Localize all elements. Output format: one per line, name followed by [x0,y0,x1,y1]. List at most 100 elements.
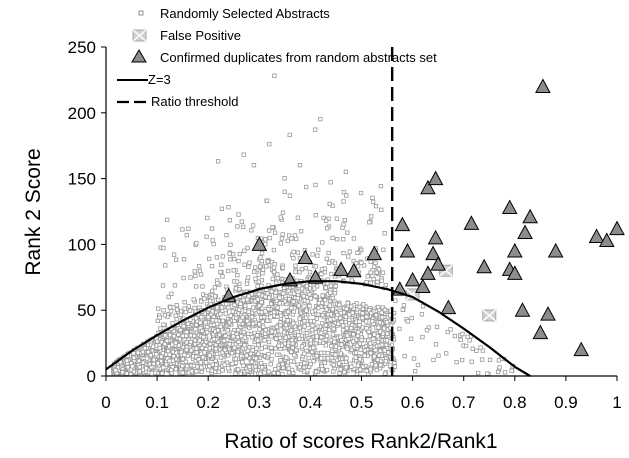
random-point [319,350,324,356]
random-point [373,203,379,209]
random-point [170,349,176,355]
random-point [192,269,197,274]
random-point [131,351,136,356]
random-point [375,279,380,285]
duplicate-point [609,220,625,236]
random-point [323,323,329,328]
random-point [331,362,336,367]
random-point [253,276,258,281]
random-point [194,350,199,355]
random-point [163,263,168,268]
random-point [376,353,382,358]
random-point [218,269,223,275]
random-point [130,364,135,369]
random-point [136,358,141,364]
random-point [198,320,203,325]
random-point [289,236,294,241]
random-point [260,267,266,272]
duplicate-point [414,278,431,294]
random-point [266,307,271,312]
random-point [236,339,241,344]
random-point [235,353,240,358]
random-point [308,338,313,343]
random-point [270,276,276,282]
random-point [479,357,485,362]
random-point [285,309,291,314]
random-point [487,357,493,363]
legend-false-positive-marker [132,29,147,42]
random-point [188,317,193,322]
random-point [360,325,365,330]
random-point [273,290,278,295]
random-point [297,163,303,168]
random-point [323,337,329,343]
random-point [131,355,137,360]
random-point [280,265,286,270]
random-point [345,346,350,351]
random-point [171,333,177,339]
random-point [292,233,298,238]
random-point [263,237,268,242]
random-point [285,318,291,323]
random-point [281,291,286,296]
random-point [415,362,421,368]
random-point [267,141,272,147]
random-point [313,127,318,132]
random-point [368,341,373,346]
random-point [214,321,220,327]
random-point [240,315,245,320]
random-point [346,254,351,259]
random-point [181,324,186,329]
random-point [320,313,325,318]
random-point [160,371,165,376]
random-point [164,362,169,367]
random-point [286,288,291,294]
random-point [214,255,220,260]
random-point [228,257,233,262]
random-point [289,349,294,354]
random-point [140,360,146,365]
random-point [374,367,379,373]
random-point [276,371,281,376]
random-point [308,296,313,301]
random-point [207,256,212,261]
random-point [194,322,199,328]
random-point [470,346,475,351]
random-point [368,367,373,372]
random-point [176,332,181,337]
random-point [376,325,381,330]
random-point [345,333,350,338]
random-point [364,314,369,319]
random-point [157,315,162,320]
random-point [203,320,208,325]
random-point [143,366,149,371]
random-point [372,332,377,337]
random-point [264,198,270,203]
random-point [218,324,223,329]
random-point [221,338,227,343]
random-point [251,163,257,168]
random-point [275,314,280,319]
random-point [211,241,216,247]
random-point [235,367,241,372]
random-point [285,238,290,244]
random-point [209,368,214,374]
random-point [465,334,470,340]
random-point [235,272,240,278]
random-point [174,307,180,312]
random-point [211,337,217,342]
duplicate-point [430,256,446,271]
random-point [267,235,272,241]
random-point [278,313,284,318]
random-point [249,228,254,233]
random-point [255,284,260,289]
random-point [328,290,333,295]
random-point [207,353,212,358]
random-point [223,333,228,339]
random-point [495,369,501,375]
x-tick-label: 0.5 [350,393,374,412]
random-point [358,347,364,352]
random-point [420,334,425,340]
random-point [115,365,121,370]
random-point [205,215,210,221]
